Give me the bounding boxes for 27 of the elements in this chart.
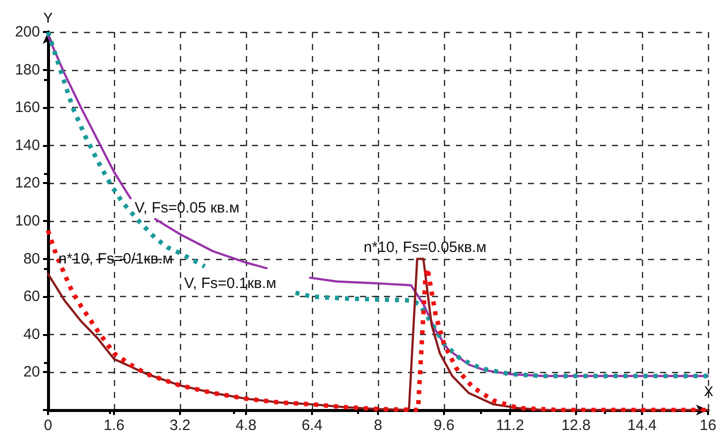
- annotation: n*10, Fs=0/1кв.м: [58, 250, 173, 268]
- x-tick-label: 3.2: [170, 417, 190, 434]
- x-tick-label: 12.8: [561, 417, 591, 434]
- y-tick-label: 120: [14, 174, 40, 192]
- y-tick-label: 200: [14, 24, 40, 40]
- y-tick-label: 80: [23, 250, 40, 268]
- y-tick-label: 60: [23, 288, 40, 306]
- y-tick-label: 140: [14, 136, 40, 154]
- x-tick-label: 14.4: [627, 417, 657, 434]
- x-tick-label: 16: [700, 417, 716, 434]
- y-tick-label: 180: [14, 61, 40, 78]
- x-tick-label: 4.8: [236, 417, 256, 434]
- annotation: V, Fs=0.05 кв.м: [134, 199, 240, 216]
- y-tick-label: 160: [14, 99, 40, 116]
- x-tick-label: 11.2: [496, 417, 524, 434]
- x-tick-label: 8: [374, 417, 382, 434]
- annotation: V, Fs=0.1кв.м: [184, 274, 276, 292]
- annotation: n*10, Fs=0.05кв.м: [364, 238, 486, 256]
- y-tick-label: 40: [23, 326, 40, 343]
- y-tick-label: 20: [23, 364, 40, 381]
- x-tick-label: 1.6: [104, 417, 124, 434]
- y-axis-title: Y: [43, 10, 54, 26]
- x-tick-label: 0: [44, 417, 52, 434]
- x-tick-label: 9.6: [434, 417, 454, 434]
- x-axis-title: X: [704, 383, 714, 399]
- x-tick-label: 6.4: [302, 417, 322, 434]
- y-tick-label: 100: [14, 212, 40, 230]
